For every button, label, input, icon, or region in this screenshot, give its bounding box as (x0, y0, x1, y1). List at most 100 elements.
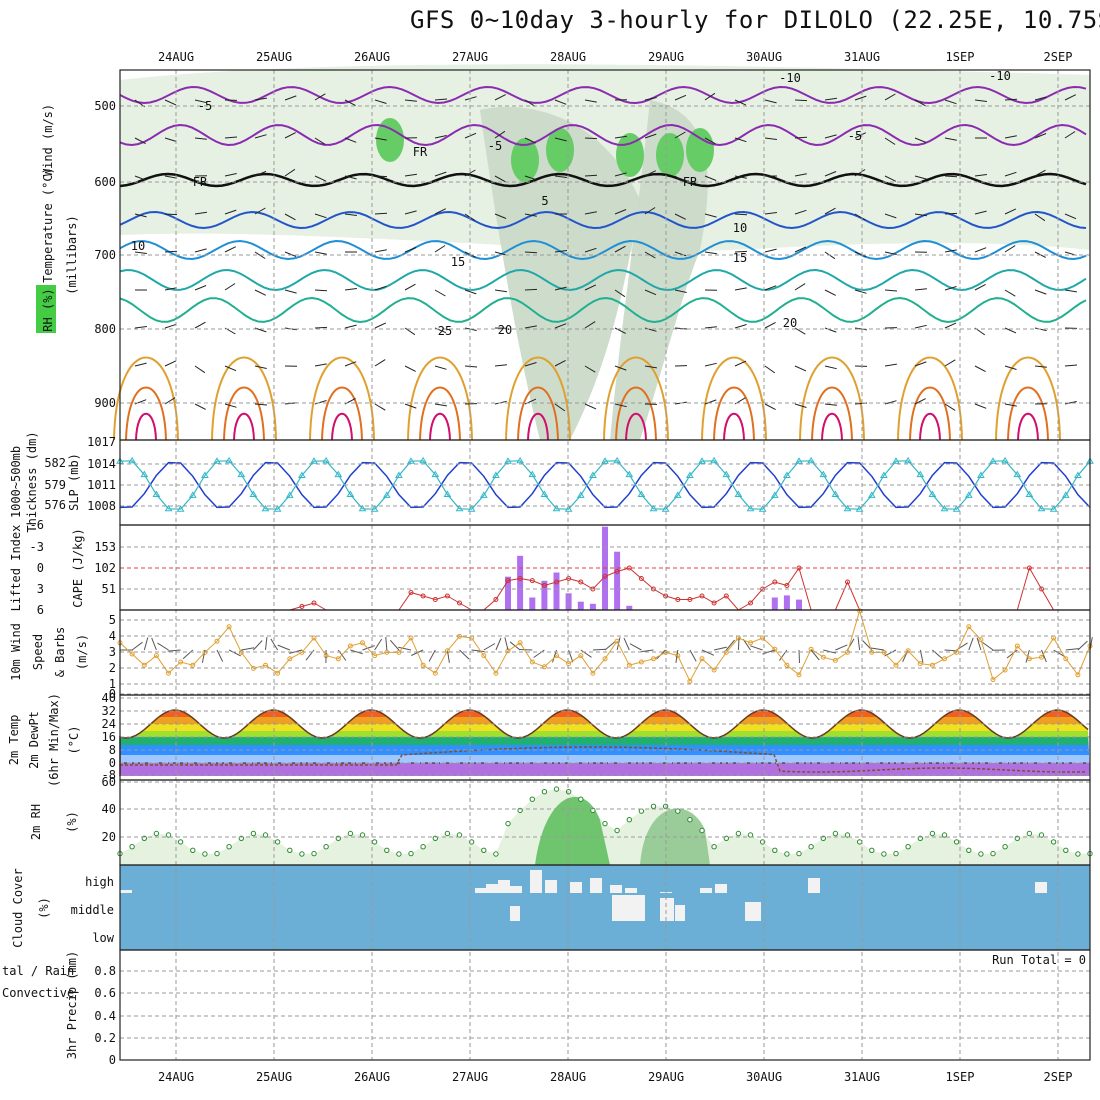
slp-marker (589, 471, 597, 478)
upper-wind-barb (164, 323, 177, 329)
thickness-tick-576: 576 (44, 498, 66, 512)
rh-point (565, 789, 572, 795)
upper-wind-barb (344, 99, 356, 107)
slp-marker (188, 491, 197, 498)
rh-point (311, 850, 317, 857)
rh-point (177, 839, 184, 845)
surface-wind-barb (968, 637, 974, 651)
upper-wind-barb (164, 213, 178, 216)
wind-speed-point (905, 648, 911, 654)
upper-wind-barb (254, 207, 266, 215)
upper-wind-barb (134, 251, 147, 254)
upper-wind-barb (674, 289, 687, 293)
upper-wind-barb (1004, 171, 1017, 177)
cloud-cover-bar-5 (530, 870, 542, 893)
slp-marker (201, 471, 209, 478)
upper-wind-barb (374, 137, 387, 141)
wind-speed-point (711, 667, 717, 673)
cape-label: CAPE (J/kg) (71, 528, 85, 607)
li-point (578, 579, 584, 585)
precip-tick-0.2: 0.2 (94, 1031, 116, 1045)
wind-speed-point (190, 662, 196, 668)
rh-high-blob-5 (376, 118, 404, 162)
rh-point (1026, 830, 1033, 837)
rh-shade-2 (610, 100, 708, 440)
date-label-bottom-1: 25AUG (256, 1070, 292, 1084)
wind-tick-1: 1 (109, 677, 116, 691)
rh-point (1050, 839, 1057, 845)
upper-wind-barb (704, 137, 716, 145)
warm-contour-outer-6 (701, 356, 767, 441)
rh-peak-1 (535, 796, 610, 865)
upper-wind-barb (374, 403, 386, 411)
slp-marker (637, 490, 646, 497)
axis-text: 24AUG 24AUG 25AUG 25AUG 26AUG 26AUG 27AUG 27AUG… (2, 50, 1086, 1084)
upper-wind-barb (674, 94, 687, 101)
surface-wind-barb (835, 644, 848, 651)
surface-wind-barb (1053, 649, 1066, 658)
upper-wind-barb (644, 251, 656, 259)
wind-speed-point (784, 662, 790, 668)
upper-wind-barb (614, 172, 627, 177)
upper-wind-barb (1034, 365, 1047, 368)
wind-speed-point (808, 646, 814, 652)
upper-wind-barb (434, 403, 447, 407)
cloud-cover-bar-12 (700, 888, 712, 893)
pressure-tick-900: 900 (94, 396, 116, 410)
temp-band-1 (120, 755, 1090, 763)
rh-point (529, 796, 535, 802)
rh-point (347, 830, 354, 837)
slp-marker (1025, 490, 1034, 497)
upper-wind-barb (854, 251, 867, 258)
cape-bar (589, 603, 596, 611)
thickness-line (119, 461, 1091, 509)
upper-wind-barb (974, 403, 987, 409)
upper-wind-barb (824, 97, 837, 101)
cloud-unit: (%) (37, 897, 51, 919)
date-label-bottom-2: 26AUG (354, 1070, 390, 1084)
upper-wind-barb (164, 250, 178, 253)
upper-wind-barb (524, 325, 537, 329)
surface-wind-barb (277, 644, 290, 651)
upper-wind-barb (764, 365, 776, 374)
temp-band-0 (120, 763, 1090, 776)
contour-label: 10 (131, 239, 145, 253)
rh-tick-60: 60 (102, 775, 116, 789)
date-label-top-4: 28AUG (550, 50, 586, 64)
date-label-bottom-8: 1SEP (946, 1070, 975, 1084)
upper-wind-barb (554, 99, 567, 105)
surface-wind-barb (675, 649, 679, 663)
rh-point (262, 832, 269, 838)
warm-contour-outer-3 (407, 356, 473, 441)
upper-wind-barb (884, 363, 897, 367)
upper-wind-barb (914, 398, 926, 405)
upper-wind-barb (314, 137, 326, 145)
contour-label: -5 (198, 99, 212, 113)
slp-marker (431, 470, 440, 478)
upper-wind-barb (854, 289, 867, 294)
rh-point (250, 830, 257, 837)
cloud-cover-bar-21 (510, 906, 520, 921)
wind-speed-point (638, 659, 644, 665)
slp-marker (528, 470, 537, 478)
upper-wind-barb (1004, 208, 1017, 215)
rh-point (190, 847, 196, 853)
upper-wind-barb (164, 99, 177, 106)
precip-tick-0.4: 0.4 (94, 1009, 116, 1023)
surface-wind-barb (471, 649, 485, 653)
rh-point (735, 830, 742, 837)
slp-tick-1014: 1014 (87, 457, 116, 471)
slp-marker (977, 471, 985, 478)
rh-point (941, 832, 948, 838)
upper-wind-barb (1034, 213, 1046, 222)
upper-wind-barb (554, 250, 567, 253)
upper-wind-barb (1004, 135, 1017, 139)
pressure-tick-800: 800 (94, 322, 116, 336)
surface-wind-barb (1077, 640, 1088, 651)
warm-contour-inner-6 (723, 412, 745, 441)
date-label-bottom-5: 29AUG (648, 1070, 684, 1084)
upper-wind-barb (554, 175, 567, 178)
upper-wind-barb (614, 135, 627, 139)
li-tick-3: 3 (37, 582, 44, 596)
wind-tick-2: 2 (109, 661, 116, 675)
